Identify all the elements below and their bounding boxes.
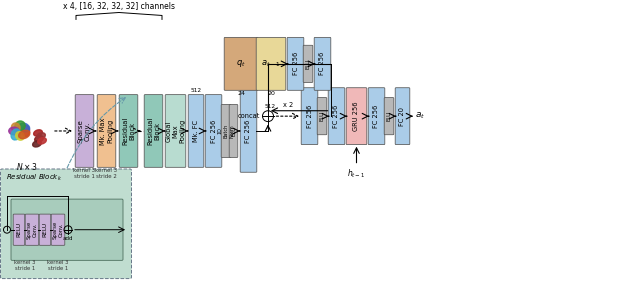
Text: FC 256: FC 256 <box>211 119 216 142</box>
Text: $a_t$: $a_t$ <box>415 111 425 121</box>
FancyBboxPatch shape <box>384 97 394 135</box>
Ellipse shape <box>33 141 42 147</box>
Text: FC 256: FC 256 <box>246 119 252 142</box>
FancyBboxPatch shape <box>346 88 367 144</box>
FancyBboxPatch shape <box>301 88 318 144</box>
FancyBboxPatch shape <box>144 95 163 167</box>
FancyBboxPatch shape <box>221 105 231 157</box>
FancyBboxPatch shape <box>229 105 238 157</box>
Text: kernel 3
stride 1: kernel 3 stride 1 <box>14 260 36 271</box>
FancyBboxPatch shape <box>303 45 313 82</box>
Ellipse shape <box>11 129 20 140</box>
Text: 512: 512 <box>191 88 202 93</box>
Text: FC 256: FC 256 <box>292 52 298 76</box>
FancyBboxPatch shape <box>188 95 204 167</box>
Text: kernel 3
stride 1: kernel 3 stride 1 <box>47 260 68 271</box>
Ellipse shape <box>15 121 25 131</box>
FancyBboxPatch shape <box>25 214 39 245</box>
FancyBboxPatch shape <box>317 97 327 135</box>
Text: GRU 256: GRU 256 <box>353 101 360 131</box>
Ellipse shape <box>38 138 46 144</box>
FancyBboxPatch shape <box>314 37 331 90</box>
Text: $a_{t-1}$: $a_{t-1}$ <box>261 59 281 69</box>
FancyBboxPatch shape <box>328 88 345 144</box>
FancyBboxPatch shape <box>97 95 116 167</box>
Text: x 2: x 2 <box>283 102 293 108</box>
Text: x 4, [16, 32, 32, 32] channels: x 4, [16, 32, 32, 32] channels <box>63 1 175 11</box>
Ellipse shape <box>19 130 30 139</box>
Ellipse shape <box>36 133 45 139</box>
FancyBboxPatch shape <box>396 88 410 144</box>
Text: ELU: ELU <box>231 126 236 136</box>
Text: Sparse
Conv.: Sparse Conv. <box>27 221 37 239</box>
Text: kernel 3
stride 1: kernel 3 stride 1 <box>74 168 95 179</box>
FancyBboxPatch shape <box>39 214 51 245</box>
Text: Mk. Max
Pooling: Mk. Max Pooling <box>100 117 113 145</box>
Text: FC 256: FC 256 <box>333 105 339 128</box>
Text: 20: 20 <box>267 91 275 97</box>
Ellipse shape <box>22 125 29 137</box>
Text: $N \times 3$: $N \times 3$ <box>17 160 38 172</box>
Text: RELU: RELU <box>42 222 47 237</box>
Ellipse shape <box>34 130 42 136</box>
Ellipse shape <box>19 123 29 132</box>
FancyBboxPatch shape <box>1 169 131 278</box>
Text: kernel 3
stride 2: kernel 3 stride 2 <box>95 168 118 179</box>
Text: FC 20: FC 20 <box>399 107 406 126</box>
FancyBboxPatch shape <box>13 214 25 245</box>
Text: 512: 512 <box>264 104 276 109</box>
Text: Sparse
Conv.: Sparse Conv. <box>52 221 63 239</box>
Text: 1D
Batch
Norm: 1D Batch Norm <box>218 124 234 138</box>
Text: add: add <box>63 236 73 241</box>
Text: Residual Block$_k$: Residual Block$_k$ <box>6 172 62 183</box>
Text: FC 256: FC 256 <box>374 105 380 128</box>
Text: concat: concat <box>237 113 260 119</box>
Text: RELU: RELU <box>17 222 22 237</box>
Text: FC 256: FC 256 <box>307 105 312 128</box>
FancyBboxPatch shape <box>224 37 258 90</box>
FancyBboxPatch shape <box>119 95 138 167</box>
FancyBboxPatch shape <box>165 95 186 167</box>
FancyBboxPatch shape <box>256 37 286 90</box>
Text: ELU: ELU <box>387 111 392 121</box>
Text: 24: 24 <box>237 91 245 97</box>
Text: Residual
Block: Residual Block <box>122 117 135 145</box>
FancyBboxPatch shape <box>240 90 257 172</box>
FancyBboxPatch shape <box>76 95 94 167</box>
Text: ELU: ELU <box>305 59 310 69</box>
Text: Sparse
Conv.: Sparse Conv. <box>78 119 91 143</box>
Ellipse shape <box>9 127 19 135</box>
Text: Residual
Block: Residual Block <box>147 117 160 145</box>
Ellipse shape <box>15 132 24 140</box>
Text: $h_{t-1}$: $h_{t-1}$ <box>348 168 365 180</box>
Text: $q_t$: $q_t$ <box>236 58 246 69</box>
Ellipse shape <box>35 136 44 142</box>
FancyBboxPatch shape <box>368 88 385 144</box>
Text: FC 256: FC 256 <box>319 52 326 76</box>
FancyBboxPatch shape <box>287 37 304 90</box>
Text: Global
Max
Pooling: Global Max Pooling <box>166 119 186 143</box>
Text: Mk. FC: Mk. FC <box>193 120 199 142</box>
FancyBboxPatch shape <box>11 199 123 260</box>
Text: ELU: ELU <box>319 111 324 121</box>
Ellipse shape <box>12 123 20 132</box>
FancyBboxPatch shape <box>51 214 65 245</box>
FancyBboxPatch shape <box>205 95 222 167</box>
